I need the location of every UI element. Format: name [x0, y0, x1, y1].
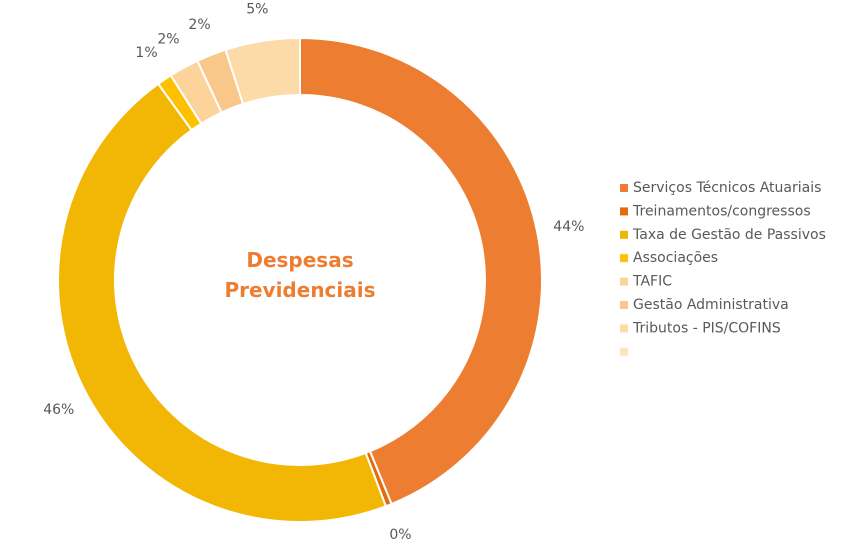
legend-swatch	[620, 347, 628, 356]
data-label: 44%	[553, 219, 584, 235]
legend-label: Tributos - PIS/COFINS	[632, 320, 781, 336]
slice	[224, 36, 301, 106]
legend-swatch	[620, 324, 628, 333]
legend-label: Associações	[633, 250, 718, 266]
slice	[299, 36, 543, 506]
legend-label: Treinamentos/congressos	[632, 203, 811, 219]
legend-swatch	[620, 207, 628, 216]
legend-label: TAFIC	[632, 274, 672, 290]
legend-label: Gestão Administrativa	[633, 297, 789, 313]
slice	[57, 82, 388, 523]
data-label: 2%	[157, 32, 179, 48]
data-label: 0%	[389, 527, 411, 543]
legend-swatch	[620, 230, 628, 239]
legend-label: Serviços Técnicos Atuariais	[633, 180, 821, 196]
legend-swatch	[620, 254, 628, 263]
chart-title: Despesas Previdenciais	[224, 248, 376, 302]
data-label: 2%	[188, 17, 210, 33]
legend-swatch	[620, 301, 628, 309]
data-label: 1%	[135, 45, 157, 61]
data-label: 46%	[43, 402, 74, 418]
legend-swatch	[620, 277, 628, 286]
data-label: 5%	[246, 1, 268, 17]
legend-label: Taxa de Gestão de Passivos	[632, 227, 826, 243]
legend-swatch	[620, 184, 628, 192]
